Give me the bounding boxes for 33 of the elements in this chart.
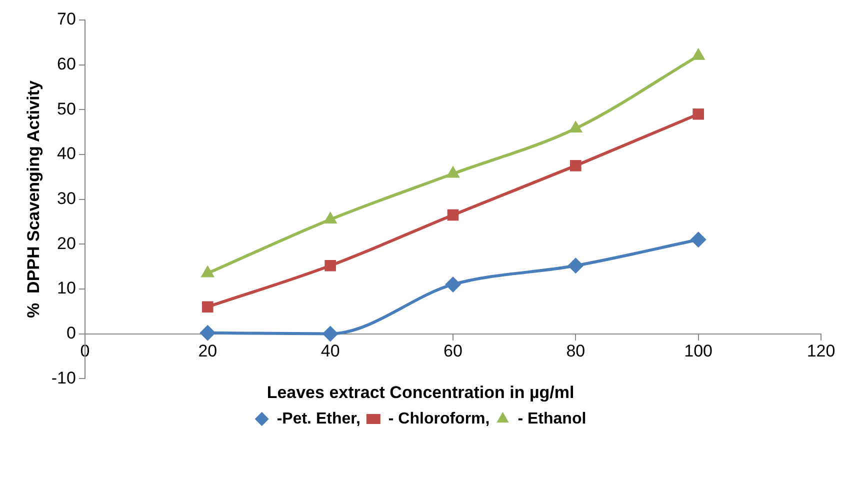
legend-label: - Chloroform, — [388, 410, 490, 428]
point — [447, 209, 459, 221]
x-tick-label: 60 — [444, 342, 462, 361]
point — [446, 166, 460, 178]
y-tick-label: -10 — [51, 368, 76, 388]
x-tick-label: 20 — [198, 342, 218, 361]
point — [691, 48, 706, 60]
y-tick-label: 30 — [57, 188, 76, 208]
point — [324, 260, 336, 272]
point — [200, 324, 216, 341]
point — [202, 301, 214, 313]
point — [570, 160, 582, 172]
x-tick-label: 100 — [684, 342, 713, 361]
y-tick-label: 40 — [57, 144, 76, 164]
y-tick-label: 50 — [57, 99, 76, 118]
x-tick-label: 120 — [806, 342, 836, 361]
point — [322, 326, 338, 342]
y-tick-label: 20 — [57, 234, 76, 253]
point — [568, 120, 583, 132]
x-tick-label: 40 — [320, 342, 340, 361]
y-tick-label: 10 — [57, 278, 76, 298]
point — [692, 108, 704, 120]
x-tick-label: 80 — [566, 342, 586, 361]
y-tick-label: 60 — [57, 54, 76, 74]
x-axis-title: Leaves extract Concentration in µg/ml — [266, 382, 574, 402]
point — [444, 276, 461, 292]
y-axis-title: % DPPH Scavenging Activity — [24, 80, 43, 318]
y-tick-label: 0 — [66, 323, 76, 342]
point — [568, 258, 584, 274]
point — [690, 232, 706, 248]
y-tick-label: 70 — [57, 10, 76, 29]
legend-label: -Pet. Ether, — [276, 410, 360, 428]
legend-label: - Ethanol — [518, 410, 586, 428]
